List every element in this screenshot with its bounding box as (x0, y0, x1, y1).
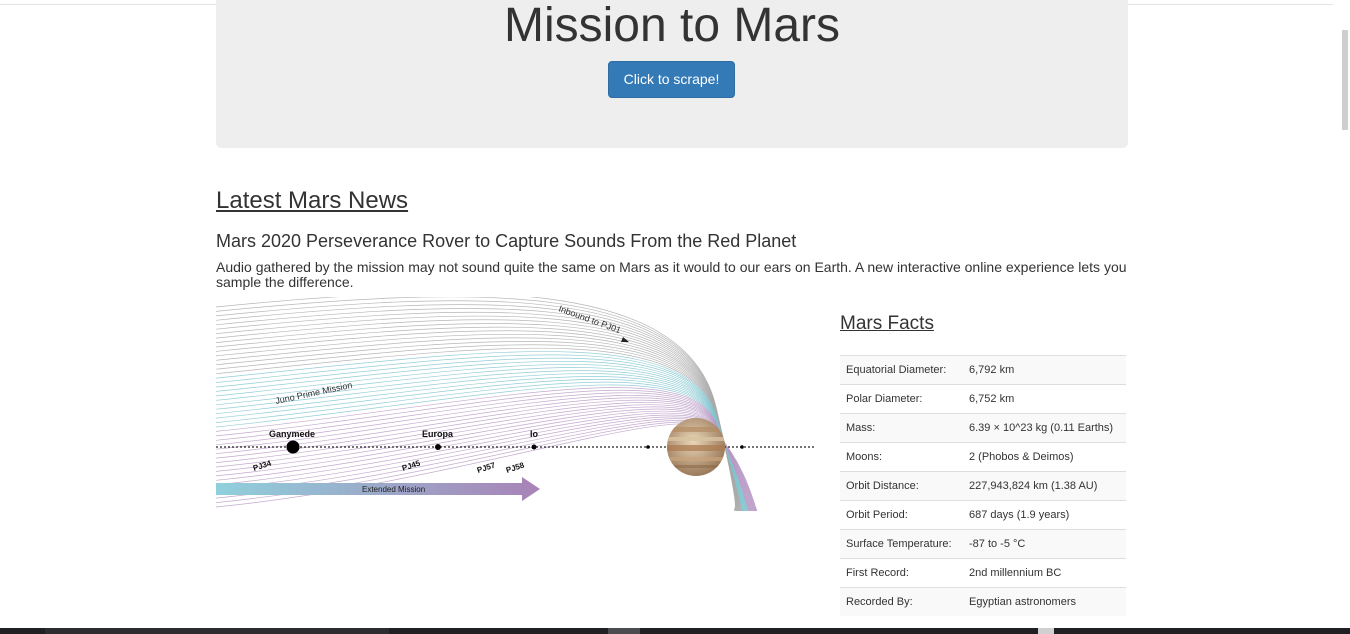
jupiter-planet (667, 418, 725, 476)
fact-value: 2 (Phobos & Deimos) (963, 442, 1126, 472)
page-title: Mission to Mars (503, 0, 841, 52)
scrape-button[interactable]: Click to scrape! (608, 61, 735, 98)
os-taskbar (0, 628, 1350, 634)
table-row: Moons: 2 (Phobos & Deimos) (840, 442, 1126, 472)
table-row: First Record: 2nd millennium BC (840, 558, 1126, 588)
table-row: Surface Temperature: -87 to -5 °C (840, 529, 1126, 559)
news-paragraph: Audio gathered by the mission may not so… (216, 259, 1127, 290)
orbit-trajectory-line (216, 311, 738, 511)
table-row: Orbit Distance: 227,943,824 km (1.38 AU) (840, 471, 1126, 501)
fact-label: Mass: (840, 413, 963, 443)
ganymede-label: Ganymede (269, 429, 315, 439)
fact-value: Egyptian astronomers (963, 587, 1126, 616)
orbit-lines (216, 297, 758, 511)
inbound-label: Inbound to PJ01 (557, 303, 622, 335)
news-section-heading: Latest Mars News (216, 187, 409, 214)
orbit-trajectory-line (216, 420, 757, 511)
pj45-label: PJ45 (401, 458, 422, 473)
inbound-arrow (621, 337, 629, 342)
orbit-trajectory-line (216, 408, 754, 511)
pj58-label: PJ58 (505, 460, 526, 475)
orbit-trajectory-line (216, 418, 756, 511)
io-label: Io (530, 429, 539, 439)
featured-image: Extended Mission Ganymede Europa Io PJ34… (216, 297, 816, 511)
extended-mission-label: Extended Mission (362, 485, 425, 494)
table-row: Orbit Period: 687 days (1.9 years) (840, 500, 1126, 530)
taskbar-segment (1038, 628, 1054, 634)
fact-value: 6,752 km (963, 384, 1126, 414)
fact-value: 6,792 km (963, 355, 1126, 385)
orbit-trajectory-line (216, 297, 736, 511)
fact-value: 2nd millennium BC (963, 558, 1126, 588)
table-row: Recorded By: Egyptian astronomers (840, 587, 1126, 616)
fact-label: Equatorial Diameter: (840, 355, 963, 385)
mars-facts-table: Equatorial Diameter: 6,792 km Polar Diam… (840, 355, 1126, 616)
extended-mission-arrow-body (216, 483, 528, 495)
fact-value: 6.39 × 10^23 kg (0.11 Earths) (963, 413, 1126, 443)
fact-label: Polar Diameter: (840, 384, 963, 414)
taskbar-segment (45, 628, 389, 634)
ganymede-marker (286, 440, 300, 454)
fact-label: First Record: (840, 558, 963, 588)
fact-label: Recorded By: (840, 587, 963, 616)
page-scrollbar[interactable] (1333, 0, 1350, 634)
header-banner: Mission to Mars Click to scrape! (216, 0, 1128, 148)
news-title: Mars 2020 Perseverance Rover to Capture … (216, 231, 797, 251)
table-row: Equatorial Diameter: 6,792 km (840, 355, 1126, 385)
orbit-trajectory-line (216, 410, 754, 511)
fact-label: Orbit Period: (840, 500, 963, 530)
fact-value: -87 to -5 °C (963, 529, 1126, 559)
orbit-trajectory-line (216, 412, 755, 511)
fact-value: 687 days (1.9 years) (963, 500, 1126, 530)
fact-label: Orbit Distance: (840, 471, 963, 501)
table-row: Mass: 6.39 × 10^23 kg (0.11 Earths) (840, 413, 1126, 443)
fact-label: Surface Temperature: (840, 529, 963, 559)
plane-dot-marker (646, 445, 650, 449)
scrollbar-thumb[interactable] (1342, 30, 1348, 130)
orbit-trajectory-line (216, 367, 746, 511)
europa-label: Europa (422, 429, 454, 439)
taskbar-segment (608, 628, 640, 634)
fact-value: 227,943,824 km (1.38 AU) (963, 471, 1126, 501)
juno-orbit-diagram: Extended Mission Ganymede Europa Io PJ34… (216, 297, 816, 511)
orbit-trajectory-line (216, 373, 747, 511)
extended-mission-arrow-head (522, 477, 540, 501)
orbit-trajectory-line (216, 416, 756, 511)
orbit-trajectory-line (216, 414, 755, 511)
europa-marker (435, 444, 441, 450)
fact-label: Moons: (840, 442, 963, 472)
plane-dot-marker (740, 445, 744, 449)
mars-facts-heading: Mars Facts (840, 313, 934, 334)
table-row: Polar Diameter: 6,752 km (840, 384, 1126, 414)
orbit-trajectory-line (216, 421, 757, 511)
io-marker (531, 444, 537, 450)
orbit-trajectory-line (216, 297, 736, 511)
